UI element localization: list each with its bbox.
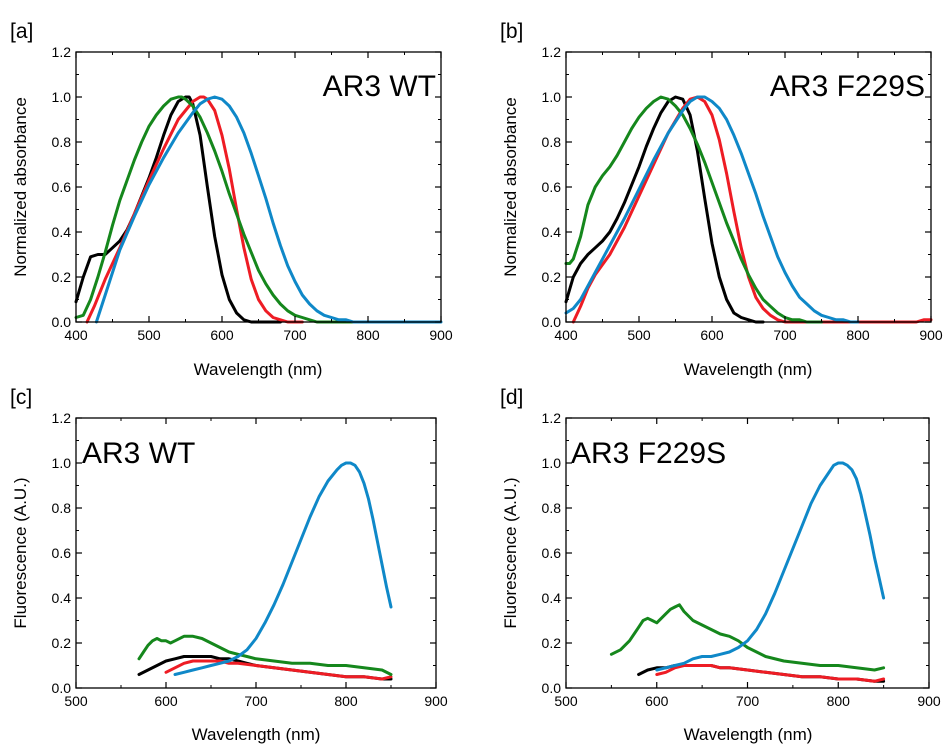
x-tick-label: 600 — [210, 327, 234, 343]
y-tick-label: 0.4 — [52, 224, 72, 240]
y-tick-label: 0.6 — [52, 179, 72, 195]
series-line-1 — [74, 95, 282, 324]
x-tick-label: 900 — [917, 693, 941, 709]
y-tick-label: 1.2 — [52, 44, 72, 60]
series-line-4 — [94, 95, 443, 324]
y-tick-label: 1.2 — [542, 44, 562, 60]
y-tick-label: 0.6 — [542, 179, 562, 195]
panel-c: [c] 500 600 700 800 900 0.0 0.2 0.4 0.6 0.8 1.0 1.2 W… — [10, 386, 448, 744]
series-line-1 — [564, 95, 765, 324]
y-tick-label: 0.0 — [542, 680, 562, 696]
x-axis-label: Wavelength (nm) — [194, 360, 323, 379]
series-group — [609, 461, 886, 683]
series-line-2 — [164, 659, 393, 681]
x-tick-label: 800 — [334, 693, 358, 709]
series-line-2 — [571, 95, 933, 324]
series-group — [137, 461, 393, 681]
y-tick-label: 0.2 — [52, 269, 72, 285]
panel-label: [d] — [500, 386, 523, 409]
x-tick-label: 500 — [627, 327, 651, 343]
y-axis-label: Fluorescence (A.U.) — [501, 477, 520, 628]
x-axis-label: Wavelength (nm) — [192, 725, 321, 744]
x-tick-label: 900 — [919, 327, 943, 343]
x-tick-label: 700 — [773, 327, 797, 343]
x-tick-label: 600 — [154, 693, 178, 709]
panel-label: [a] — [10, 20, 33, 43]
y-tick-label: 1.0 — [52, 455, 72, 471]
panel-d: [d] 500 600 700 800 900 0.0 0.2 0.4 0.6 0.8 1.0 1.2 W… — [500, 386, 941, 744]
sample-annotation: AR3 WT — [82, 437, 195, 470]
y-tick-label: 0.6 — [52, 545, 72, 561]
series-line-3 — [564, 95, 823, 324]
panel-a: [a] 400 500 600 700 800 900 0.0 0.2 0.4 0.6 0.8 1.0 1… — [10, 20, 453, 379]
x-tick-label: 900 — [424, 693, 448, 709]
y-tick-label: 1.2 — [52, 410, 72, 426]
x-axis-label: Wavelength (nm) — [684, 725, 813, 744]
y-tick-label: 0.0 — [52, 680, 72, 696]
sample-annotation: AR3 WT — [323, 70, 436, 103]
y-tick-label: 0.8 — [542, 500, 562, 516]
x-tick-label: 600 — [645, 693, 669, 709]
y-tick-label: 0.0 — [542, 314, 562, 330]
y-tick-label: 1.0 — [542, 89, 562, 105]
series-group — [564, 95, 933, 324]
series-line-3 — [137, 634, 393, 676]
x-axis-label: Wavelength (nm) — [684, 360, 813, 379]
y-tick-label: 0.2 — [542, 635, 562, 651]
y-axis-label: Normalized absorbance — [11, 97, 30, 277]
y-tick-label: 0.8 — [52, 500, 72, 516]
y-tick-label: 0.4 — [542, 224, 562, 240]
x-tick-label: 500 — [137, 327, 161, 343]
x-tick-label: 900 — [429, 327, 453, 343]
series-group — [74, 95, 443, 324]
y-tick-label: 1.0 — [542, 455, 562, 471]
y-tick-label: 0.6 — [542, 545, 562, 561]
series-line-3 — [609, 603, 886, 672]
series-line-4 — [173, 461, 393, 676]
x-tick-label: 600 — [700, 327, 724, 343]
x-tick-label: 400 — [64, 327, 88, 343]
x-tick-label: 800 — [846, 327, 870, 343]
y-tick-label: 1.2 — [542, 410, 562, 426]
series-line-2 — [655, 664, 886, 683]
sample-annotation: AR3 F229S — [571, 437, 726, 470]
series-line-4 — [655, 461, 886, 672]
y-tick-label: 0.0 — [52, 314, 72, 330]
sample-annotation: AR3 F229S — [770, 70, 925, 103]
panel-label: [b] — [500, 20, 523, 43]
y-axis-label: Fluorescence (A.U.) — [11, 477, 30, 628]
x-tick-label: 400 — [554, 327, 578, 343]
x-tick-label: 800 — [356, 327, 380, 343]
x-tick-label: 700 — [736, 693, 760, 709]
x-tick-label: 800 — [827, 693, 851, 709]
x-tick-label: 500 — [554, 693, 578, 709]
y-tick-label: 1.0 — [52, 89, 72, 105]
y-axis-label: Normalized absorbance — [501, 97, 520, 277]
panel-label: [c] — [10, 386, 32, 409]
y-tick-label: 0.2 — [52, 635, 72, 651]
y-tick-label: 0.2 — [542, 269, 562, 285]
series-line-4 — [564, 95, 860, 324]
y-tick-label: 0.8 — [542, 134, 562, 150]
x-tick-label: 700 — [244, 693, 268, 709]
y-tick-label: 0.4 — [52, 590, 72, 606]
x-tick-label: 700 — [283, 327, 307, 343]
y-tick-label: 0.8 — [52, 134, 72, 150]
panel-b: [b] 400 500 600 700 800 900 0.0 0.2 0.4 0.6 0.8 1.0 1… — [500, 20, 943, 379]
x-tick-label: 500 — [64, 693, 88, 709]
y-tick-label: 0.4 — [542, 590, 562, 606]
